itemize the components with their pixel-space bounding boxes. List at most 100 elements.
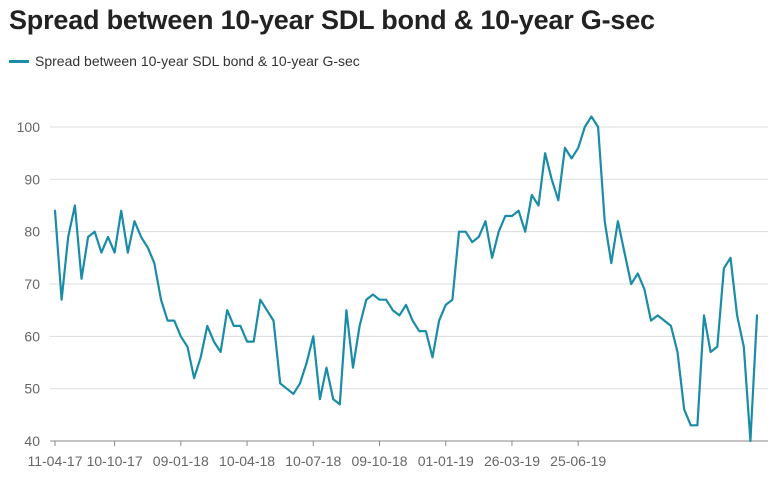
data-point — [231, 323, 237, 329]
data-point — [588, 114, 594, 120]
data-point — [688, 422, 694, 428]
data-point — [363, 297, 369, 303]
data-point — [747, 438, 753, 444]
data-point — [390, 307, 396, 313]
data-point — [370, 292, 376, 298]
data-point — [542, 150, 548, 156]
data-point — [151, 260, 157, 266]
data-point — [284, 386, 290, 392]
data-point — [641, 286, 647, 292]
data-point — [324, 365, 330, 371]
data-point — [92, 229, 98, 235]
data-point — [595, 124, 601, 130]
data-point — [171, 318, 177, 324]
x-tick-label: 01-01-19 — [418, 453, 474, 469]
data-point — [52, 208, 58, 214]
data-point — [118, 208, 124, 214]
data-point — [569, 155, 575, 161]
x-tick-label: 11-04-17 — [27, 453, 82, 469]
data-point — [79, 276, 85, 282]
series-group — [52, 114, 760, 444]
data-point — [469, 239, 475, 245]
data-point — [436, 318, 442, 324]
data-point — [237, 323, 243, 329]
data-point — [410, 318, 416, 324]
y-tick-label: 50 — [24, 381, 40, 397]
data-point — [145, 244, 151, 250]
data-point — [59, 297, 65, 303]
data-point — [661, 318, 667, 324]
y-tick-label: 100 — [17, 119, 41, 135]
data-point — [377, 297, 383, 303]
y-tick-label: 80 — [24, 224, 40, 240]
y-tick-label: 70 — [24, 276, 40, 292]
data-point — [244, 339, 250, 345]
x-tick-label: 09-01-18 — [153, 453, 209, 469]
data-point — [675, 349, 681, 355]
data-point — [224, 307, 230, 313]
x-tick-label: 10-10-17 — [87, 453, 143, 469]
data-point — [165, 318, 171, 324]
data-point — [489, 255, 495, 261]
data-point — [582, 124, 588, 130]
x-tick-label: 10-04-18 — [219, 453, 275, 469]
data-point — [304, 360, 310, 366]
data-point — [648, 318, 654, 324]
data-point — [317, 396, 323, 402]
data-point — [271, 318, 277, 324]
gridlines — [50, 126, 768, 442]
data-point — [728, 255, 734, 261]
data-point — [694, 422, 700, 428]
y-axis-ticks: 40 50 60 70 80 90 100 — [17, 119, 41, 449]
data-point — [734, 312, 740, 318]
data-point — [430, 354, 436, 360]
data-point — [655, 312, 661, 318]
data-point — [628, 281, 634, 287]
data-point — [536, 203, 542, 209]
data-point — [522, 229, 528, 235]
data-point — [476, 234, 482, 240]
data-point — [555, 197, 561, 203]
data-point — [721, 265, 727, 271]
y-tick-label: 60 — [24, 328, 40, 344]
data-point — [416, 328, 422, 334]
data-point — [483, 218, 489, 224]
chart-title: Spread between 10-year SDL bond & 10-yea… — [9, 5, 655, 35]
data-point — [622, 250, 628, 256]
data-point — [463, 229, 469, 235]
legend: Spread between 10-year SDL bond & 10-yea… — [9, 53, 360, 69]
legend-label: Spread between 10-year SDL bond & 10-yea… — [35, 53, 360, 69]
data-point — [754, 312, 760, 318]
x-tick-label: 10-07-18 — [285, 453, 341, 469]
data-point — [337, 401, 343, 407]
y-tick-label: 40 — [24, 433, 40, 449]
data-point — [383, 297, 389, 303]
data-point — [132, 218, 138, 224]
data-point — [615, 218, 621, 224]
data-point — [496, 229, 502, 235]
data-point — [357, 323, 363, 329]
data-point — [343, 307, 349, 313]
data-point — [158, 297, 164, 303]
data-point — [204, 323, 210, 329]
data-point — [714, 344, 720, 350]
data-point — [290, 391, 296, 397]
data-point — [423, 328, 429, 334]
data-point — [350, 365, 356, 371]
x-tick-label: 25-06-19 — [550, 453, 606, 469]
data-point — [681, 407, 687, 413]
x-axis-ticks: 11-04-17 10-10-17 09-01-18 10-04-18 10-07-18… — [27, 441, 606, 469]
data-point — [509, 213, 515, 219]
data-point — [211, 339, 217, 345]
data-point — [178, 333, 184, 339]
data-point — [549, 176, 555, 182]
legend-swatch — [9, 59, 29, 63]
data-point — [85, 234, 91, 240]
data-point — [310, 333, 316, 339]
data-point — [502, 213, 508, 219]
data-point — [72, 203, 78, 209]
data-point — [635, 271, 641, 277]
data-point — [562, 145, 568, 151]
data-point — [257, 297, 263, 303]
